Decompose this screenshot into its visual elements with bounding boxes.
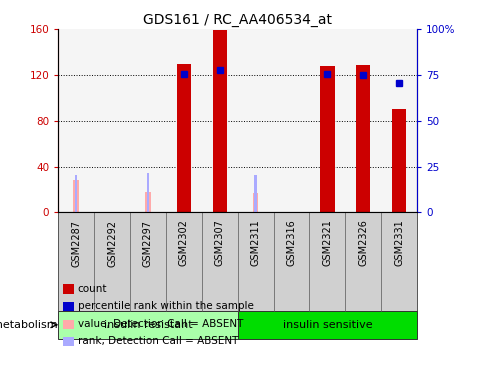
Text: insulin resistant: insulin resistant — [104, 320, 192, 330]
Text: value, Detection Call = ABSENT: value, Detection Call = ABSENT — [77, 319, 242, 329]
Text: GSM2287: GSM2287 — [71, 220, 81, 266]
Text: metabolism: metabolism — [0, 320, 58, 330]
Bar — [145, 192, 151, 212]
Bar — [252, 193, 258, 212]
Text: GSM2316: GSM2316 — [286, 220, 296, 266]
Bar — [146, 173, 149, 212]
Bar — [212, 30, 227, 212]
Text: insulin sensitive: insulin sensitive — [282, 320, 371, 330]
Bar — [355, 65, 370, 212]
Bar — [237, 311, 416, 339]
Bar — [319, 66, 334, 212]
Bar — [73, 180, 79, 212]
Title: GDS161 / RC_AA406534_at: GDS161 / RC_AA406534_at — [143, 13, 332, 27]
Text: GSM2321: GSM2321 — [322, 220, 332, 266]
Bar — [391, 109, 406, 212]
Bar — [75, 175, 77, 212]
Bar — [58, 212, 416, 311]
Text: count: count — [77, 284, 107, 294]
Text: GSM2297: GSM2297 — [143, 220, 152, 266]
Text: GSM2292: GSM2292 — [107, 220, 117, 266]
Text: GSM2326: GSM2326 — [358, 220, 367, 266]
Text: GSM2302: GSM2302 — [179, 220, 188, 266]
Bar — [254, 175, 257, 212]
Text: percentile rank within the sample: percentile rank within the sample — [77, 301, 253, 311]
Text: GSM2311: GSM2311 — [250, 220, 260, 266]
Bar — [58, 311, 237, 339]
Text: GSM2307: GSM2307 — [214, 220, 224, 266]
Text: rank, Detection Call = ABSENT: rank, Detection Call = ABSENT — [77, 336, 238, 347]
Bar — [176, 64, 191, 212]
Text: GSM2331: GSM2331 — [393, 220, 403, 266]
